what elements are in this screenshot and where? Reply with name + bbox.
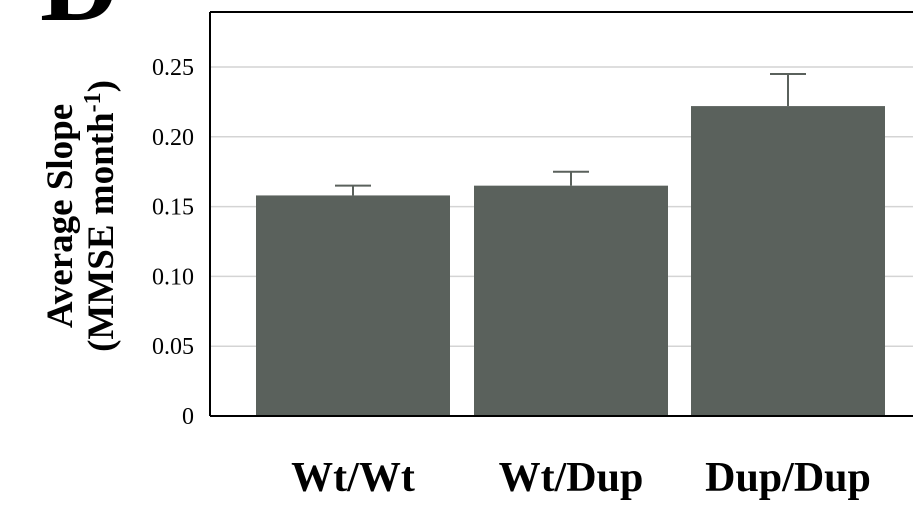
x-category-label: Wt/Wt: [291, 455, 415, 501]
bar: [256, 195, 450, 416]
y-tick-label: 0.15: [152, 195, 194, 221]
y-axis-unit: (MMSE month-1): [80, 80, 122, 352]
x-category-label: Dup/Dup: [705, 455, 871, 501]
y-tick-label: 0.25: [152, 55, 194, 81]
labels: 0 0.05 0.10 0.15 0.20 0.25 Wt/Wt Wt/Dup Dup/Dup: [152, 55, 871, 501]
bar: [691, 106, 885, 416]
bar: [474, 185, 668, 416]
y-axis-title: Average Slope: [40, 104, 81, 328]
y-axis-unit-main: (MMSE month: [81, 112, 122, 352]
y-axis-title-line1: Average Slope: [40, 104, 81, 328]
y-axis-unit-superscript: -1: [80, 92, 106, 112]
panel-letter: D: [40, 0, 119, 44]
y-tick-label: 0.20: [152, 125, 194, 151]
y-tick-label: 0.10: [152, 264, 194, 290]
y-tick-label: 0.05: [152, 334, 194, 360]
svg-text:(MMSE month-1): (MMSE month-1): [80, 80, 122, 352]
axes: [209, 11, 913, 417]
bars: [256, 72, 885, 416]
x-category-label: Wt/Dup: [499, 455, 644, 501]
y-axis-unit-close: ): [81, 80, 122, 92]
y-tick-label: 0: [182, 404, 194, 430]
